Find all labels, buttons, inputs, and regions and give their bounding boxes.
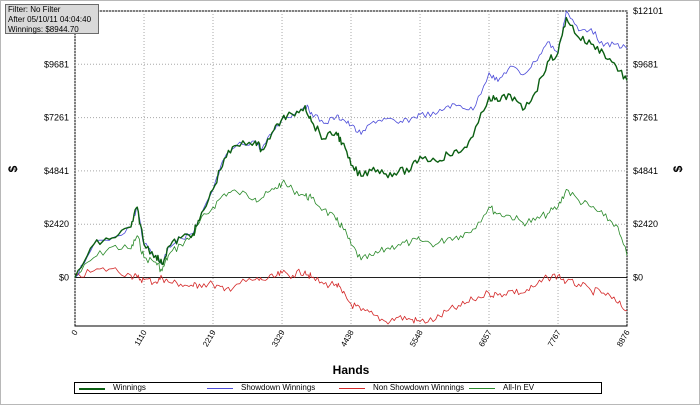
y-tick-label-right: $9681: [633, 59, 658, 69]
ticks-layer: $0 $0 $2420 $2420 $4841 $4841 $7261 $7261 $9681 $…: [39, 6, 663, 348]
x-tick-label: 5548: [408, 328, 425, 348]
x-tick-label: 3329: [270, 328, 287, 348]
y-axis-title-right: $: [671, 165, 685, 172]
y-tick-label-left: $7261: [44, 113, 69, 123]
y-tick-label-right: $0: [633, 273, 643, 283]
winnings-total-label: Winnings: $8944.70: [8, 25, 79, 34]
y-axis-title-left: $: [6, 165, 20, 172]
filter-info-box: Filter: No Filter After 05/10/11 04:04:4…: [5, 4, 99, 34]
series-line-winnings: [74, 16, 628, 278]
y-tick-label-right: $2420: [633, 219, 658, 229]
x-tick-label: 0: [70, 328, 80, 337]
y-tick-label-left: $9681: [44, 59, 69, 69]
legend-label-winnings: Winnings: [113, 383, 146, 392]
x-tick-label: 8876: [615, 328, 632, 348]
y-tick-label-left: $2420: [44, 219, 69, 229]
y-tick-label-left: $4841: [44, 166, 69, 176]
x-tick-label: 1110: [133, 328, 149, 347]
x-tick-label: 6657: [477, 328, 494, 348]
x-tick-label: 7767: [546, 328, 563, 348]
y-tick-label-right: $12101: [633, 6, 663, 16]
y-tick-label-right: $4841: [633, 166, 658, 176]
y-tick-label-right: $7261: [633, 113, 658, 123]
grid-layer: [74, 10, 628, 327]
x-axis-title: Hands: [333, 363, 370, 377]
series-line-allin-ev: [74, 179, 628, 278]
legend-label-non-showdown: Non Showdown Winnings: [373, 383, 465, 392]
legend-label-allin-ev: All-In EV: [503, 383, 535, 392]
chart-legend: Winnings Showdown Winnings Non Showdown …: [74, 382, 602, 394]
series-layer: [74, 10, 628, 325]
legend-swatch-showdown: [207, 388, 233, 389]
x-tick-label: 4438: [339, 328, 356, 348]
legend-swatch-allin-ev: [469, 388, 495, 389]
series-line-non-showdown: [74, 267, 628, 325]
after-date-label: After 05/10/11 04:04:40: [8, 15, 92, 24]
legend-swatch-non-showdown: [339, 388, 365, 389]
x-tick-label: 2219: [201, 328, 218, 348]
legend-label-showdown: Showdown Winnings: [241, 383, 316, 392]
legend-swatch-winnings: [79, 388, 105, 390]
filter-label: Filter: No Filter: [8, 5, 61, 14]
y-tick-label-left: $0: [59, 273, 69, 283]
